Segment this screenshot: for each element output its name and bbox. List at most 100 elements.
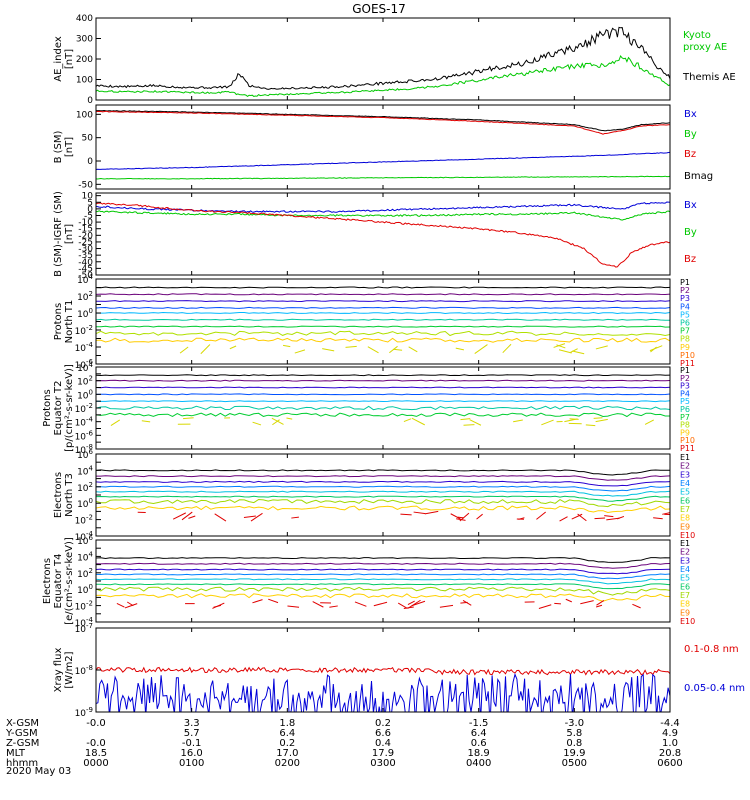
orbit-row-label: Y-GSM (5, 728, 38, 739)
channel-line (96, 286, 670, 289)
channel-label-p11: P11 (680, 359, 695, 368)
y-axis-label: [W/m2] (64, 651, 75, 688)
channel-line (96, 386, 670, 389)
sparse-segment (502, 343, 512, 354)
y-tick-label: 104 (77, 464, 93, 477)
channel-label-p6: P6 (680, 405, 690, 414)
series-line-by (96, 210, 670, 221)
sparse-channel (137, 510, 670, 522)
channel-line (96, 573, 670, 580)
sparse-segment (272, 419, 280, 426)
orbit-value: 5.7 (184, 728, 200, 739)
orbit-value: 17.0 (276, 748, 298, 759)
y-tick-label: 400 (76, 14, 93, 24)
sparse-segment (268, 598, 279, 604)
y-tick-label: -10 (78, 218, 93, 228)
orbit-value: 0300 (370, 758, 395, 769)
orbit-row-label: MLT (6, 748, 26, 759)
channel-label-e4: E4 (680, 479, 690, 488)
sparse-segment (200, 344, 211, 355)
channel-label-e2: E2 (680, 462, 690, 471)
channel-label-p7: P7 (680, 327, 690, 336)
sparse-segment (403, 418, 412, 423)
y-tick-label: -20 (78, 231, 93, 241)
orbit-value: 18.9 (468, 748, 490, 759)
sparse-segment (393, 348, 403, 351)
sparse-segment (250, 512, 263, 522)
y-axis-label: Electrons (42, 558, 53, 604)
orbit-value: -3.0 (565, 718, 585, 729)
channel-label-e8: E8 (680, 514, 690, 523)
orbit-value: 3.3 (184, 718, 200, 729)
series-line-by (96, 175, 670, 180)
channel-label-e3: E3 (680, 470, 690, 479)
legend-entry: proxy AE (683, 42, 727, 53)
legend-entry: 0.1-0.8 nm (684, 644, 739, 655)
sparse-segment (632, 603, 641, 609)
orbit-value: 0600 (657, 758, 682, 769)
channel-line (96, 400, 670, 403)
channel-label-e7: E7 (680, 505, 690, 514)
y-tick-label: 102 (77, 481, 93, 494)
sparse-segment (559, 516, 568, 522)
sparse-segment (243, 515, 256, 519)
y-tick-label: -15 (78, 225, 93, 235)
channel-label-p8: P8 (680, 335, 690, 344)
sparse-segment (188, 515, 196, 519)
legend-entry: By (684, 129, 697, 140)
sparse-segment (565, 598, 572, 603)
channel-line (96, 475, 670, 481)
series-line-kyoto-proxy-ae (96, 55, 670, 98)
sparse-segment (538, 604, 552, 610)
channel-line (96, 586, 670, 596)
legend-entry: Kyoto (683, 30, 711, 41)
legend-entry: Themis AE (682, 72, 736, 83)
sparse-segment (214, 513, 227, 522)
sparse-segment (513, 419, 523, 423)
y-tick-label: 5 (87, 198, 93, 208)
series-line-bz (96, 202, 670, 268)
y-tick-label: -35 (78, 251, 93, 261)
channel-line (96, 379, 670, 382)
orbit-value: 0100 (179, 758, 204, 769)
channel-label-p10: P10 (680, 436, 695, 445)
sparse-segment (595, 345, 608, 350)
panel-electrons_equator_t4: Electrons Equator T4 [e/(cm²-s-sr-keV)] 106… (42, 534, 695, 629)
sparse-segment (593, 417, 603, 419)
sparse-segment (282, 344, 291, 348)
channel-line (96, 495, 670, 502)
y-axis-label: [nT] (64, 224, 75, 244)
series-line-bz (96, 110, 670, 135)
channel-label-p7: P7 (680, 413, 690, 422)
legend-entry: Bz (684, 149, 696, 160)
channel-label-e10: E10 (680, 617, 695, 626)
channel-label-e9: E9 (680, 608, 690, 617)
sparse-segment (476, 513, 483, 520)
series-line-bx (96, 201, 670, 213)
sparse-segment (569, 418, 579, 420)
y-axis-label: Equator T4 (53, 554, 64, 609)
orbit-value: 6.6 (375, 728, 391, 739)
y-tick-label: 10-8 (75, 664, 93, 677)
channel-label-p8: P8 (680, 421, 690, 430)
y-axis-label: Equator T2 (53, 381, 64, 436)
channel-label-p10: P10 (680, 351, 695, 360)
plot-area (96, 469, 670, 522)
sparse-segment (322, 348, 335, 352)
y-axis-label: [nT] (64, 49, 75, 69)
y-tick-label: 300 (76, 35, 93, 45)
y-axis-label: Electrons (53, 472, 64, 518)
y-tick-label: 10-2 (75, 514, 93, 527)
channel-label-p11: P11 (680, 444, 695, 453)
channel-label-p3: P3 (680, 294, 690, 303)
channel-line (96, 583, 670, 590)
orbit-value: 0.2 (375, 718, 391, 729)
plot-area (96, 109, 670, 180)
sparse-segment (373, 601, 388, 607)
y-axis-label: North T1 (64, 300, 75, 344)
channel-line (96, 568, 670, 575)
y-axis-label: Protons (42, 389, 53, 426)
y-tick-label: 0 (87, 157, 93, 167)
orbit-row-label: Z-GSM (6, 738, 39, 749)
